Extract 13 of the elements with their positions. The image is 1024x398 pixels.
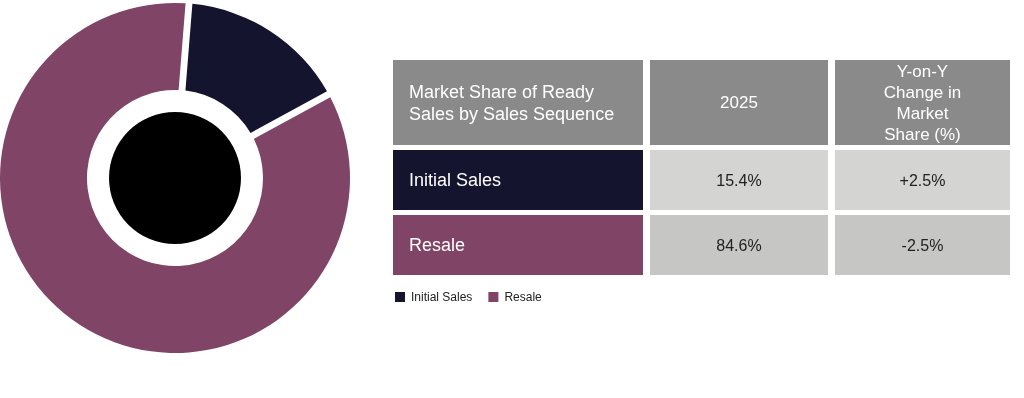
legend-label: Initial Sales <box>411 290 473 304</box>
text: Market Share of Ready Sales by Sales Sequence <box>409 81 615 125</box>
text: Y-on-Y Change in Market Share (%) <box>883 61 962 145</box>
category-label: Initial Sales <box>409 170 502 191</box>
text: 2025 <box>720 93 758 113</box>
legend-label: Resale <box>504 290 543 304</box>
text: 15.4% <box>716 171 762 189</box>
text: 84.6% <box>716 236 762 254</box>
slice-label: Resale <box>409 235 466 256</box>
donut-slice <box>185 3 327 133</box>
text: -2.5% <box>901 236 944 254</box>
donut-slice <box>0 3 350 353</box>
text: +2.5% <box>899 171 946 189</box>
